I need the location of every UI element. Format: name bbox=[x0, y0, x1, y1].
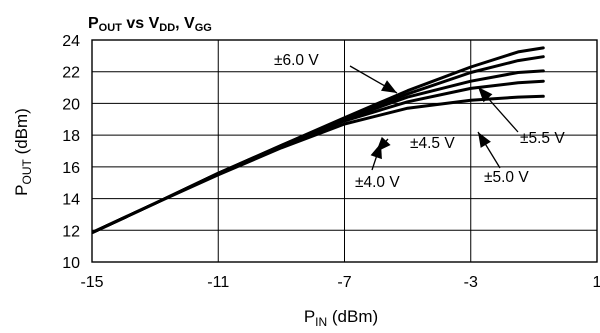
x-tick-label: 1 bbox=[593, 274, 600, 291]
y-tick-label: 16 bbox=[62, 160, 80, 177]
x-tick-label: -11 bbox=[207, 274, 229, 291]
annotation-label-5v: ±5.0 V bbox=[484, 169, 529, 186]
y-tick-label: 12 bbox=[62, 223, 80, 240]
annotation-arrowhead bbox=[370, 143, 382, 160]
annotation-label-4v: ±4.0 V bbox=[355, 174, 400, 191]
annotation-arrows bbox=[349, 65, 519, 171]
series-lines bbox=[92, 46, 545, 235]
y-tick-label: 14 bbox=[62, 192, 80, 209]
annotation-label-6v: ±6.0 V bbox=[274, 52, 319, 69]
y-tick-label: 20 bbox=[62, 96, 80, 113]
series-line bbox=[92, 94, 545, 235]
annotation-label-4p5v: ±4.5 V bbox=[410, 135, 455, 152]
grid-lines bbox=[92, 40, 597, 262]
y-axis-label: POUT (dBm) bbox=[12, 108, 34, 196]
y-tick-label: 18 bbox=[62, 128, 80, 145]
series-line bbox=[92, 46, 545, 235]
x-tick-labels: -15 -11 -7 -3 1 bbox=[80, 274, 600, 291]
series-line bbox=[92, 55, 545, 235]
x-tick-label: -15 bbox=[80, 274, 103, 291]
y-tick-label: 22 bbox=[62, 65, 80, 82]
series-line bbox=[92, 69, 545, 235]
y-tick-labels: 10 12 14 16 18 20 22 24 bbox=[62, 33, 80, 272]
y-tick-label: 10 bbox=[62, 255, 80, 272]
annotation-label-5p5v: ±5.5 V bbox=[520, 130, 565, 147]
y-tick-label: 24 bbox=[62, 33, 80, 50]
chart-title: POUT vs VDD, VGG bbox=[88, 15, 212, 34]
x-tick-label: -3 bbox=[464, 274, 478, 291]
plot-frame bbox=[91, 39, 598, 263]
x-axis-label: PIN (dBm) bbox=[304, 307, 378, 329]
annotation-arrowhead bbox=[381, 80, 397, 93]
annotation-arrowhead bbox=[478, 132, 491, 148]
x-tick-label: -7 bbox=[337, 274, 351, 291]
annotation-arrowhead bbox=[478, 87, 493, 103]
